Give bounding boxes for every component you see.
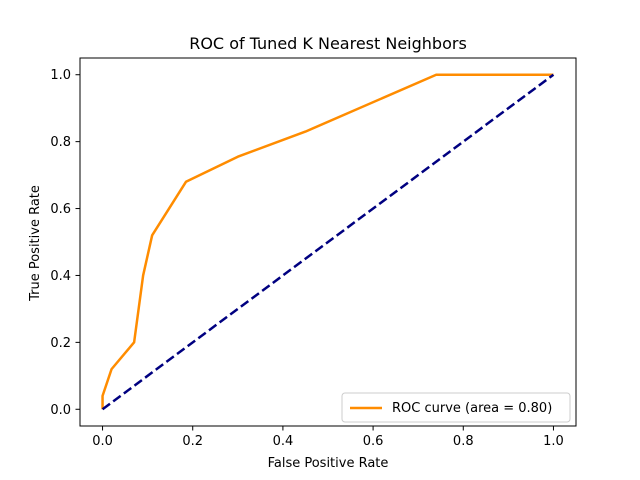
x-axis-label: False Positive Rate: [268, 456, 389, 471]
x-tick-label: 0.0: [92, 434, 113, 449]
legend: ROC curve (area = 0.80): [341, 392, 571, 423]
ticks: 0.0 0.2 0.4 0.6 0.8 1.0 0.0 0.2 0.4 0.6 0.8 1.0: [50, 68, 563, 449]
x-tick-label: 0.8: [453, 434, 474, 449]
y-axis-label: True Positive Rate: [28, 185, 43, 302]
x-tick-label: 1.0: [543, 434, 564, 449]
y-tick-label: 0.2: [50, 336, 71, 351]
y-tick-label: 0.8: [50, 135, 71, 150]
chance-line: [101, 73, 555, 411]
y-tick-label: 0.4: [50, 269, 71, 284]
x-tick-label: 0.2: [182, 434, 203, 449]
y-tick-label: 1.0: [50, 68, 71, 83]
chart-title: ROC of Tuned K Nearest Neighbors: [189, 34, 467, 53]
axes-frame: [79, 57, 577, 427]
y-tick-label: 0.6: [50, 202, 71, 217]
y-tick-label: 0.0: [50, 403, 71, 418]
x-tick-label: 0.4: [273, 434, 294, 449]
roc-curve-line: [101, 73, 554, 410]
legend-label: ROC curve (area = 0.80): [392, 401, 552, 416]
legend-box: [341, 392, 571, 423]
plot-area: [101, 73, 555, 411]
x-tick-label: 0.6: [363, 434, 384, 449]
